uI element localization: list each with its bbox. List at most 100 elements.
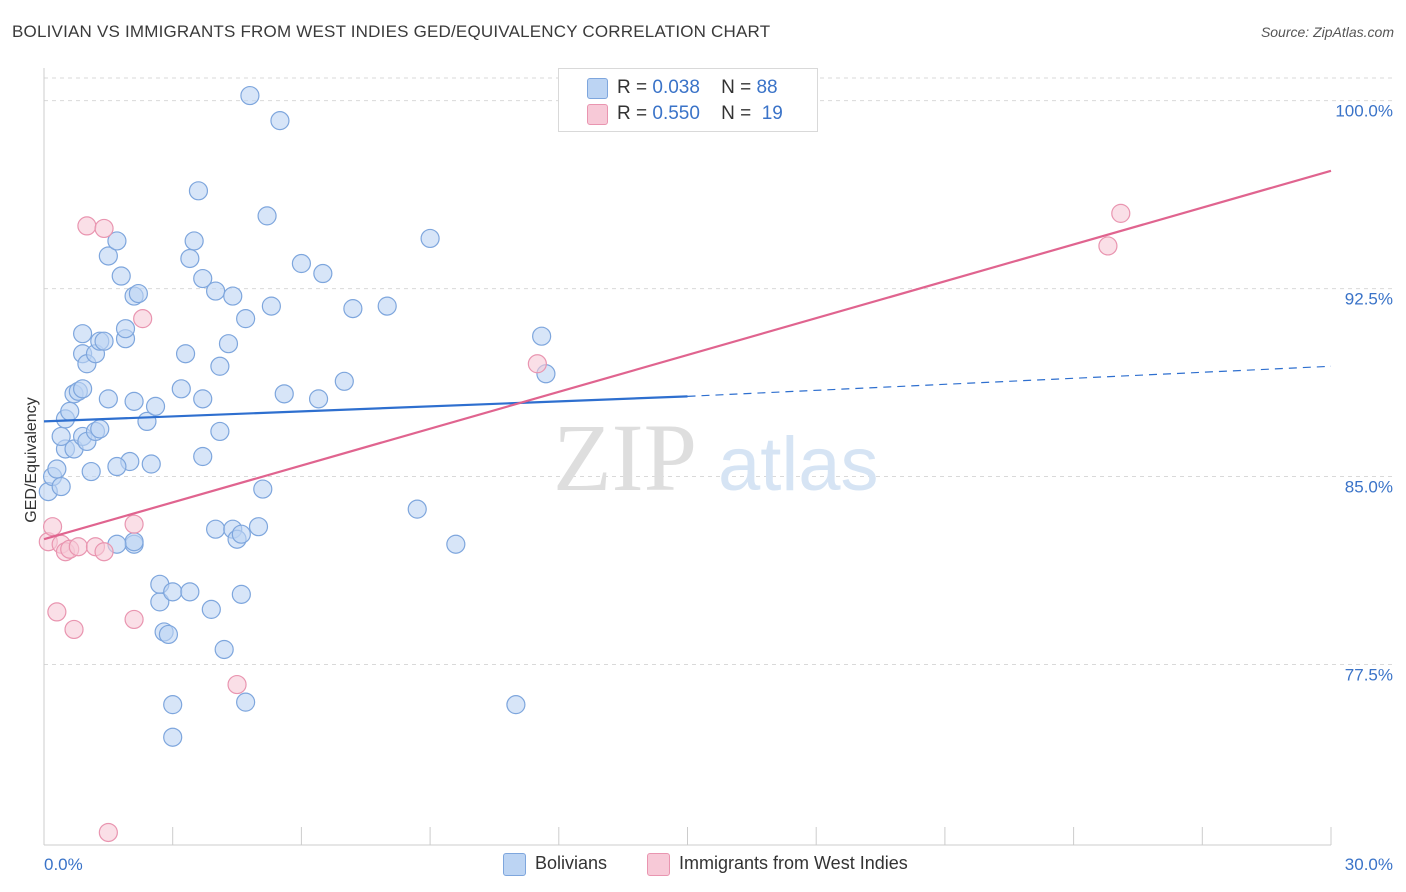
bolivian-point	[231, 584, 251, 604]
bolivian-point	[115, 319, 136, 339]
legend-n-value: 19	[761, 103, 783, 124]
bolivian-point	[206, 281, 226, 301]
bolivian-point	[334, 371, 354, 391]
west-indies-point	[42, 517, 63, 537]
bolivian-point	[98, 246, 118, 266]
legend-n-value: 88	[756, 77, 778, 98]
legend-r-label: R =	[617, 77, 648, 98]
bolivian-point	[81, 461, 101, 482]
y-tick-label: 77.5%	[1345, 666, 1393, 685]
series-west-indies	[38, 203, 1131, 843]
y-tick-label: 100.0%	[1335, 102, 1393, 121]
west-indies-point	[227, 674, 247, 695]
bolivian-point	[274, 384, 294, 404]
legend-swatch-pink	[587, 104, 608, 125]
bolivian-point	[193, 268, 213, 289]
x-tick-label: 0.0%	[44, 855, 83, 874]
west-indies-point	[98, 822, 118, 843]
bolivian-point	[60, 401, 80, 421]
west-indies-point	[1111, 203, 1131, 223]
bolivian-point	[420, 228, 440, 249]
y-axis-label: GED/Equivalency	[23, 397, 40, 522]
bolivian-point	[248, 517, 269, 537]
bolivian-point	[111, 266, 131, 286]
bolivian-point	[236, 309, 256, 329]
bolivian-point	[163, 582, 183, 602]
series-bolivians	[38, 85, 556, 747]
bolivian-point	[184, 231, 204, 251]
bolivian-point	[236, 692, 256, 712]
legend: R = 0.038 N = 88 R = 0.550 N = 19	[558, 68, 818, 132]
bolivian-point	[171, 379, 191, 399]
bolivian-point	[163, 727, 183, 747]
bottom-legend-label: Immigrants from West Indies	[679, 853, 908, 873]
tick-labels: 77.5% 85.0% 92.5% 100.0% 0.0% 30.0%	[44, 102, 1393, 874]
west-indies-point	[133, 309, 153, 329]
bolivian-point	[51, 476, 71, 497]
trend-lines	[43, 169, 1332, 541]
bottom-legend-label: Bolivians	[535, 853, 608, 873]
bolivian-point	[270, 111, 290, 131]
bolivian-point	[291, 253, 311, 274]
bolivian-point	[218, 334, 239, 354]
bolivian-point	[128, 283, 148, 304]
legend-r-value: 0.550	[652, 103, 700, 124]
bolivian-point	[377, 296, 397, 316]
x-tick-label: 30.0%	[1345, 855, 1393, 874]
west-indies-point	[527, 354, 547, 374]
bolivian-point	[210, 421, 230, 442]
bolivian-point	[343, 299, 363, 319]
bolivian-point	[223, 286, 243, 306]
bolivian-point	[257, 206, 277, 226]
bolivian-point	[261, 296, 281, 316]
legend-swatch-blue	[587, 78, 608, 99]
bolivian-point	[141, 454, 161, 474]
legend-n-label: N =	[721, 103, 752, 124]
legend-r-value: 0.038	[652, 77, 700, 98]
bolivian-point	[163, 695, 183, 715]
bolivian-point	[73, 379, 93, 399]
bolivian-point	[446, 534, 466, 554]
bolivian-point	[253, 479, 273, 499]
bolivian-point	[210, 356, 230, 376]
west-indies-point	[68, 537, 88, 557]
chart-title: BOLIVIAN VS IMMIGRANTS FROM WEST INDIES …	[12, 22, 771, 41]
bolivian-point	[47, 459, 67, 479]
bolivian-point	[506, 695, 526, 715]
bolivian-point	[98, 389, 118, 409]
bolivian-point	[193, 446, 213, 467]
bolivian-point	[175, 344, 196, 364]
bolivian-point	[73, 324, 93, 344]
watermark-atlas: atlas	[718, 422, 879, 507]
bolivian-point	[145, 396, 166, 416]
west-indies-point	[94, 542, 114, 562]
west-indies-trend-line	[43, 169, 1332, 541]
bolivian-point	[193, 389, 213, 409]
legend-r-label: R =	[617, 103, 648, 124]
bolivian-point	[158, 624, 179, 645]
bolivian-trend-line	[43, 395, 688, 423]
bolivian-point	[240, 85, 260, 106]
axes	[43, 68, 1332, 846]
bolivian-point	[94, 331, 114, 351]
bottom-swatch-pink	[647, 853, 670, 876]
west-indies-point	[77, 216, 97, 236]
watermark-zip: ZIP	[553, 404, 697, 511]
bolivian-point	[124, 391, 144, 411]
bolivian-point	[407, 499, 427, 519]
bolivian-point	[180, 248, 200, 269]
legend-n-label: N =	[721, 77, 752, 98]
watermark: ZIP atlas	[553, 404, 879, 511]
west-indies-point	[47, 602, 67, 622]
grid-lines	[44, 77, 1394, 666]
west-indies-point	[1098, 236, 1118, 256]
bolivian-point	[214, 639, 234, 660]
bolivian-point	[124, 532, 144, 552]
west-indies-point	[94, 218, 114, 239]
bolivian-point	[206, 519, 226, 539]
bolivian-point	[51, 426, 71, 447]
source-note: Source: ZipAtlas.com	[1260, 24, 1394, 40]
bolivian-point	[188, 181, 209, 201]
west-indies-point	[64, 619, 84, 640]
